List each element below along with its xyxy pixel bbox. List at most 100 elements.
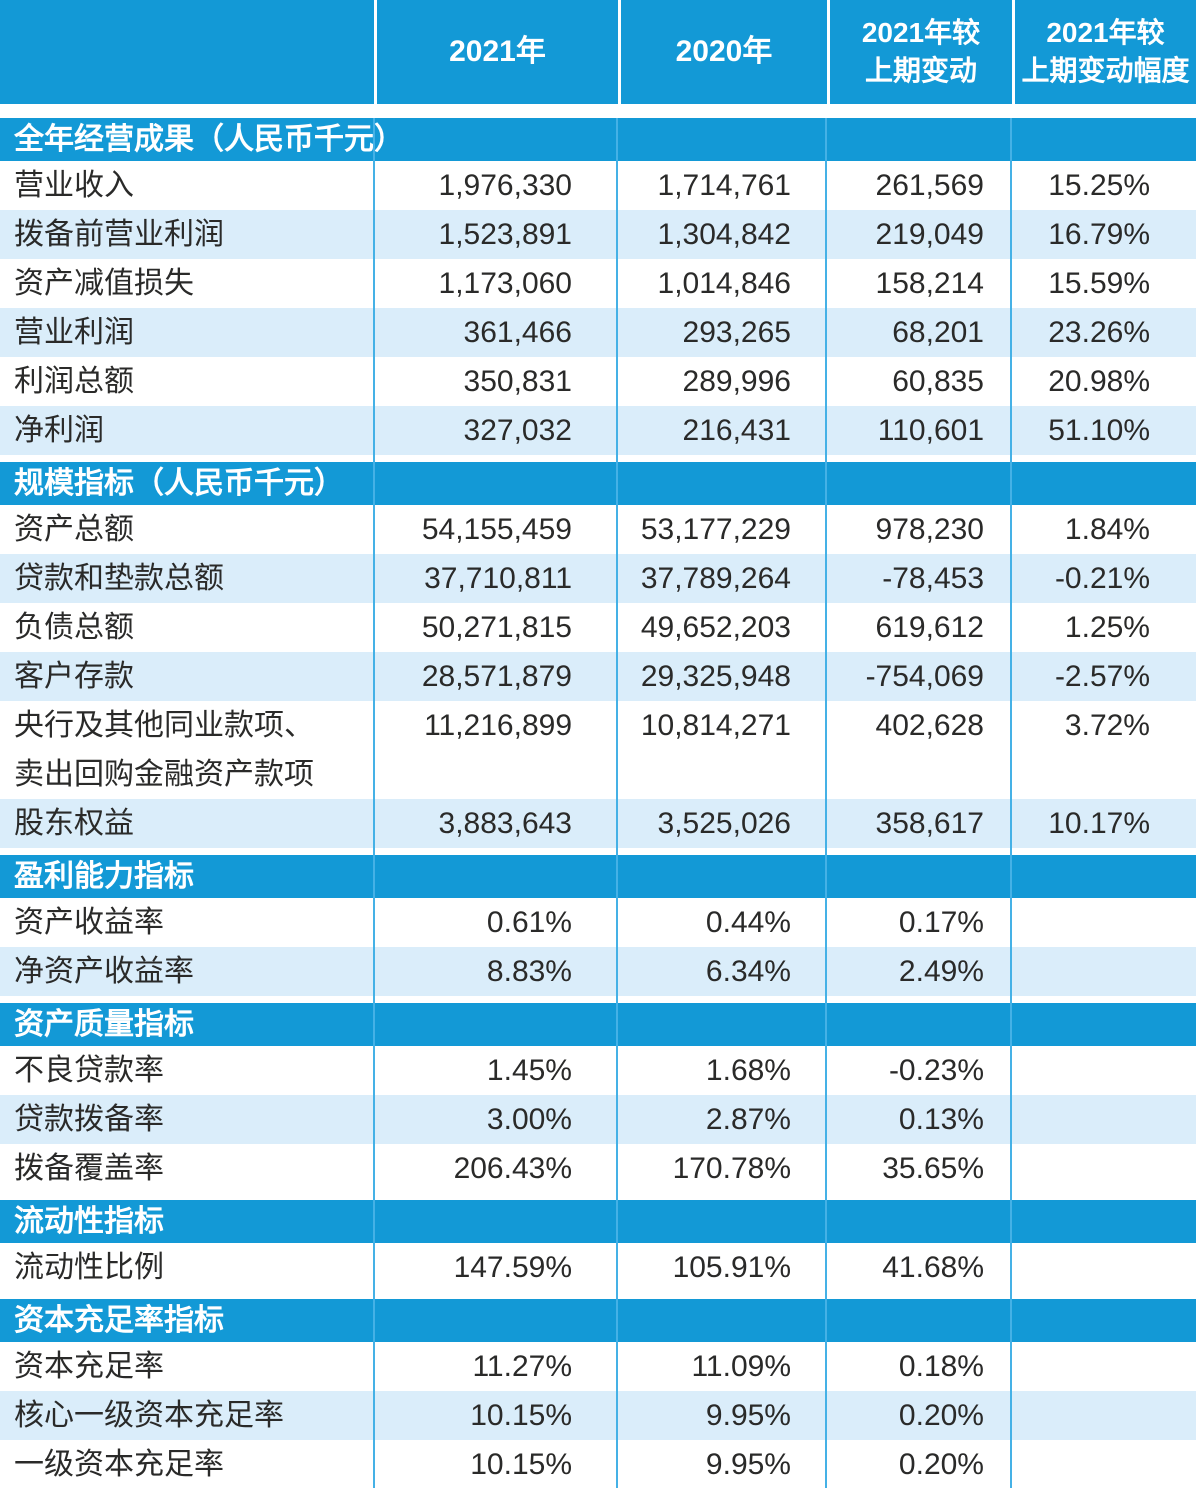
value-change: 158,214 <box>875 267 984 300</box>
value-2021: 1,173,060 <box>438 267 572 300</box>
table-row: 净利润 327,032 216,431 110,601 51.10% <box>0 406 1196 455</box>
table-row: 负债总额 50,271,815 49,652,203 619,612 1.25% <box>0 603 1196 652</box>
value-2020: 293,265 <box>682 316 791 349</box>
value-2021: 1.45% <box>486 1054 572 1087</box>
value-2021: 11.27% <box>472 1350 572 1383</box>
column-divider-line <box>616 118 618 1488</box>
table-header: 2021年 2020年 2021年较 上期变动 2021年较 上期变动幅度 <box>0 0 1196 104</box>
row-label: 营业利润 <box>14 316 134 349</box>
value-change: 219,049 <box>875 218 984 251</box>
header-cell-year-2020: 2020年 <box>618 0 827 104</box>
value-change-pct: 3.72% <box>1064 709 1150 742</box>
value-change: 68,201 <box>892 316 984 349</box>
header-cell-change: 2021年较 上期变动 <box>827 0 1012 104</box>
row-label: 净资产收益率 <box>14 955 194 988</box>
value-2020: 49,652,203 <box>640 611 791 644</box>
value-2020: 1.68% <box>705 1054 791 1087</box>
value-change-pct: 23.26% <box>1048 316 1150 349</box>
section-gap <box>0 455 1196 462</box>
value-2020: 9.95% <box>705 1448 791 1481</box>
section-gap <box>0 848 1196 855</box>
section-header: 流动性指标 <box>0 1200 1196 1243</box>
value-2021: 3.00% <box>486 1103 572 1136</box>
value-change: 261,569 <box>875 169 984 202</box>
row-label: 资产总额 <box>14 513 134 546</box>
section-gap <box>0 1193 1196 1200</box>
value-change: 0.20% <box>898 1448 984 1481</box>
value-2020: 11.09% <box>691 1350 791 1383</box>
row-label: 不良贷款率 <box>14 1054 164 1087</box>
value-change: 358,617 <box>875 807 984 840</box>
value-2020: 9.95% <box>705 1399 791 1432</box>
row-label: 负债总额 <box>14 611 134 644</box>
value-2020: 1,304,842 <box>657 218 791 251</box>
value-change-pct: 10.17% <box>1048 807 1150 840</box>
value-2021: 11,216,899 <box>424 709 572 742</box>
value-change: 0.13% <box>898 1103 984 1136</box>
row-label: 客户存款 <box>14 660 134 693</box>
value-2020: 10,814,271 <box>640 709 791 742</box>
value-change: -0.23% <box>888 1054 984 1087</box>
section-header: 资本充足率指标 <box>0 1299 1196 1342</box>
row-label: 核心一级资本充足率 <box>14 1399 284 1432</box>
value-2021: 10.15% <box>470 1399 572 1432</box>
value-2020: 53,177,229 <box>640 513 791 546</box>
section-header: 资产质量指标 <box>0 1003 1196 1046</box>
value-change-pct: 15.59% <box>1048 267 1150 300</box>
value-change: 619,612 <box>875 611 984 644</box>
value-change: 41.68% <box>882 1251 984 1284</box>
value-change: 35.65% <box>882 1152 984 1185</box>
table-row: 营业收入 1,976,330 1,714,761 261,569 15.25% <box>0 161 1196 210</box>
row-label: 资产收益率 <box>14 906 164 939</box>
value-2020: 29,325,948 <box>640 660 791 693</box>
value-2020: 3,525,026 <box>657 807 791 840</box>
value-2021: 206.43% <box>453 1152 572 1185</box>
table-row: 不良贷款率 1.45% 1.68% -0.23% <box>0 1046 1196 1095</box>
value-2021: 147.59% <box>453 1251 572 1284</box>
value-change: -78,453 <box>882 562 984 595</box>
section-header: 盈利能力指标 <box>0 855 1196 898</box>
section-header: 全年经营成果（人民币千元） <box>0 118 1196 161</box>
table-row: 股东权益 3,883,643 3,525,026 358,617 10.17% <box>0 799 1196 848</box>
value-change-pct: 16.79% <box>1048 218 1150 251</box>
value-change-pct <box>1012 1391 1196 1440</box>
row-label: 资本充足率 <box>14 1350 164 1383</box>
table-row: 流动性比例 147.59% 105.91% 41.68% <box>0 1243 1196 1292</box>
row-label: 拨备覆盖率 <box>14 1152 164 1185</box>
header-cell-change-pct: 2021年较 上期变动幅度 <box>1012 0 1196 104</box>
value-2021: 1,523,891 <box>438 218 572 251</box>
table-row: 央行及其他同业款项、 卖出回购金融资产款项 11,216,899 10,814,27… <box>0 701 1196 799</box>
table-row: 一级资本充足率 10.15% 9.95% 0.20% <box>0 1440 1196 1488</box>
row-label: 股东权益 <box>14 807 134 840</box>
row-label: 流动性比例 <box>14 1251 164 1284</box>
header-cell-year-2021: 2021年 <box>374 0 618 104</box>
row-label: 央行及其他同业款项、 卖出回购金融资产款项 <box>14 709 314 791</box>
value-2020: 105.91% <box>672 1251 791 1284</box>
value-change-pct: 15.25% <box>1048 169 1150 202</box>
table-row: 拨备前营业利润 1,523,891 1,304,842 219,049 16.79% <box>0 210 1196 259</box>
value-change-pct <box>1012 1144 1196 1193</box>
value-2021: 3,883,643 <box>438 807 572 840</box>
value-2020: 0.44% <box>705 906 791 939</box>
row-label: 资产减值损失 <box>14 267 194 300</box>
value-2021: 50,271,815 <box>421 611 572 644</box>
table-row: 核心一级资本充足率 10.15% 9.95% 0.20% <box>0 1391 1196 1440</box>
row-label: 净利润 <box>14 414 104 447</box>
row-label: 贷款和垫款总额 <box>14 562 224 595</box>
value-change: 978,230 <box>875 513 984 546</box>
value-2020: 6.34% <box>705 955 791 988</box>
row-label: 利润总额 <box>14 365 134 398</box>
value-2021: 54,155,459 <box>421 513 572 546</box>
value-change-pct: 1.25% <box>1064 611 1150 644</box>
value-2021: 350,831 <box>463 365 572 398</box>
section-gap <box>0 1292 1196 1299</box>
value-change-pct <box>1012 947 1196 996</box>
value-change: 0.18% <box>898 1350 984 1383</box>
section-gap <box>0 996 1196 1003</box>
table-row: 净资产收益率 8.83% 6.34% 2.49% <box>0 947 1196 996</box>
value-change: 2.49% <box>898 955 984 988</box>
value-change-pct <box>1012 1342 1196 1391</box>
value-2021: 10.15% <box>470 1448 572 1481</box>
value-2021: 327,032 <box>463 414 572 447</box>
table-row: 拨备覆盖率 206.43% 170.78% 35.65% <box>0 1144 1196 1193</box>
